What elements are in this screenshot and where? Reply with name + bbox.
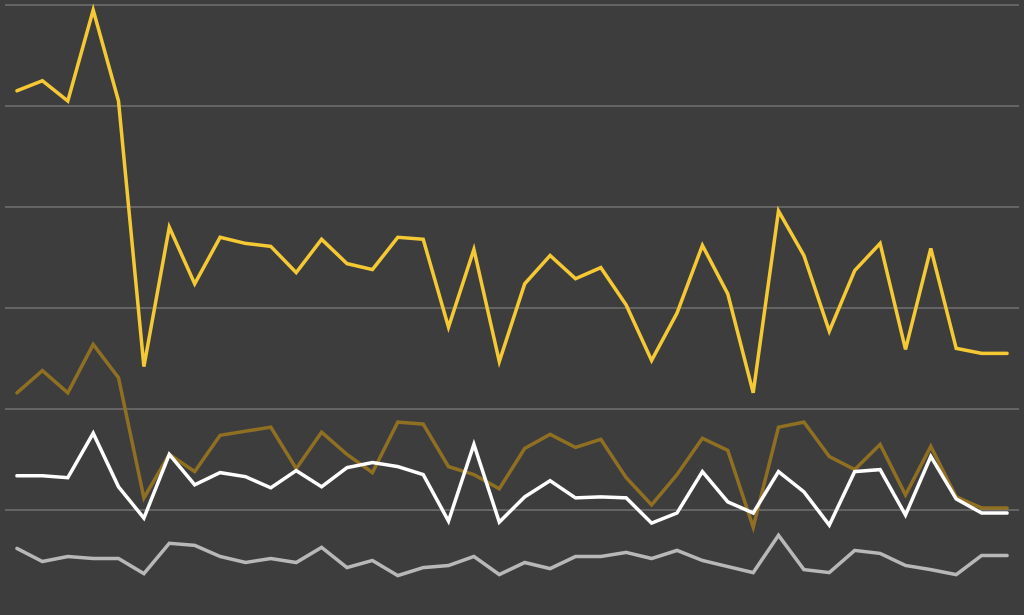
series-lines — [15, 3, 1009, 578]
series-line-4 — [15, 532, 1009, 578]
series-line-2 — [15, 341, 1009, 534]
gridlines — [5, 4, 1019, 511]
series-line-3 — [15, 429, 1009, 529]
series-line-1 — [15, 3, 1009, 394]
